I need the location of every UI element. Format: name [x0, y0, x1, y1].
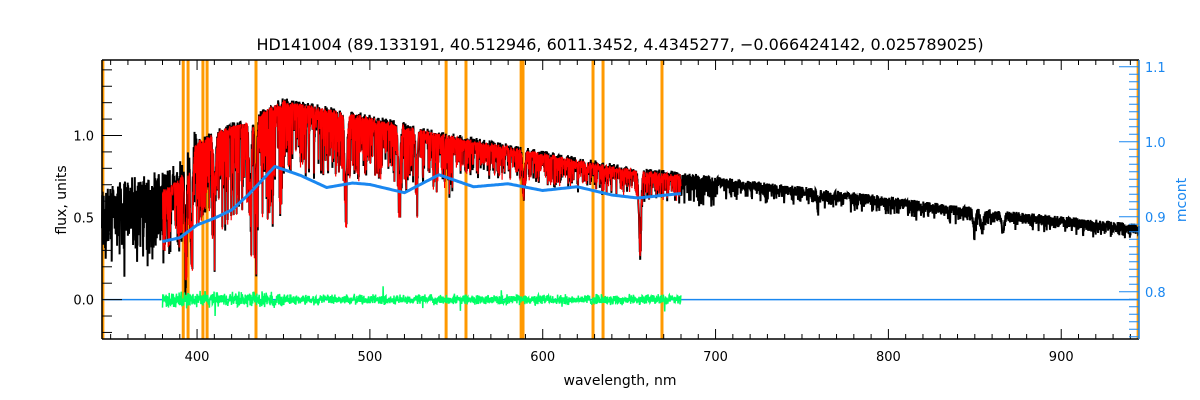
y2-tick-label: 1.0	[1145, 136, 1166, 151]
x-tick-label: 400	[185, 350, 210, 365]
y2-axis-label: mcont	[1174, 177, 1190, 222]
x-tick-label: 900	[1049, 350, 1074, 365]
mcont-line	[162, 165, 682, 243]
x-axis-label: wavelength, nm	[564, 373, 677, 389]
chart-title: HD141004 (89.133191, 40.512946, 6011.345…	[256, 35, 983, 54]
y-tick-label: 1.0	[73, 129, 94, 144]
x-tick-label: 800	[876, 350, 901, 365]
axes: 400 500 600 700 800 900 0.0 0.5 1.0 0.8 0.9 1.0 1.1	[73, 59, 1166, 365]
y-axis-label: flux, units	[54, 165, 70, 234]
y2-tick-label: 0.8	[1145, 286, 1166, 301]
model-flux-line	[162, 100, 682, 281]
y2-tick-label: 0.9	[1145, 211, 1166, 226]
x-tick-label: 500	[357, 350, 382, 365]
y2-tick-label: 1.1	[1145, 61, 1166, 76]
y-tick-label: 0.5	[73, 212, 94, 227]
y-tick-label: 0.0	[73, 294, 94, 309]
series-group	[101, 98, 1140, 317]
x-tick-label: 700	[703, 350, 728, 365]
residual-line	[161, 286, 682, 317]
x-tick-label: 600	[530, 350, 555, 365]
